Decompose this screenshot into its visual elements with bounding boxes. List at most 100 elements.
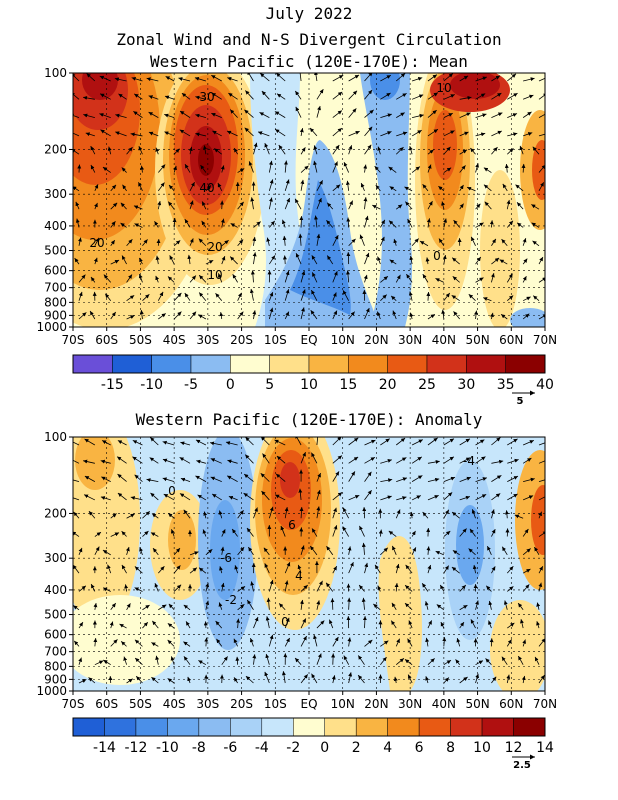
wind-vector: [284, 311, 290, 320]
wind-vector: [84, 438, 96, 446]
y-tick-label: 300: [44, 187, 67, 201]
wind-vector: [506, 199, 511, 210]
anomaly-x-axis: 70S 60S 50S 40S 30S 20S 10S EQ 10N 20N 30N 40N 50N 60…: [62, 691, 557, 711]
wind-vector: [332, 74, 344, 82]
wind-vector: [348, 200, 354, 210]
wind-vector: [395, 73, 406, 82]
wind-vector: [332, 91, 343, 100]
wind-vector: [443, 438, 455, 446]
wind-vector: [396, 477, 408, 482]
wind-vector: [427, 74, 438, 82]
wind-vector: [142, 604, 150, 611]
wind-vector: [73, 459, 80, 464]
wind-vector: [441, 201, 445, 210]
wind-vector: [507, 132, 518, 137]
wind-vector: [155, 255, 160, 265]
mean-contour-label-40: 40: [199, 181, 214, 195]
wind-vector: [388, 220, 397, 228]
wind-vector: [142, 621, 149, 629]
wind-vector: [126, 295, 135, 302]
colorbar-label: 25: [418, 377, 436, 393]
wind-vector: [253, 616, 259, 629]
wind-vector: [348, 145, 353, 155]
wind-vector: [443, 677, 450, 684]
wind-vector: [506, 674, 511, 684]
colorbar-label: -10: [156, 740, 179, 756]
wind-vector: [90, 583, 96, 592]
wind-vector: [73, 92, 80, 100]
wind-vector: [205, 582, 210, 592]
wind-vector: [347, 546, 352, 555]
wind-vector: [230, 222, 238, 228]
wind-vector: [491, 676, 497, 684]
wind-vector: [168, 184, 175, 192]
wind-vector: [380, 275, 389, 283]
colorbar-swatch: [198, 717, 231, 737]
wind-vector: [189, 275, 197, 283]
wind-vector: [435, 278, 444, 283]
anomaly-contour-60n-low: [490, 600, 545, 691]
wind-vector: [393, 238, 398, 246]
wind-vector: [532, 295, 540, 301]
wind-vector: [459, 495, 471, 501]
y-tick-label: 600: [44, 628, 67, 642]
wind-vector: [227, 459, 238, 464]
wind-vector: [196, 459, 207, 464]
wind-vector: [101, 440, 111, 446]
wind-vector: [453, 311, 461, 320]
wind-vector: [155, 147, 160, 155]
wind-vector: [311, 528, 318, 537]
anomaly-contour-40s-core: [168, 510, 196, 570]
wind-vector: [364, 471, 372, 482]
wind-vector: [179, 456, 191, 464]
wind-vector: [425, 676, 429, 684]
wind-vector: [78, 585, 87, 592]
wind-vector: [411, 547, 417, 556]
wind-vector: [314, 73, 318, 82]
wind-vector: [151, 642, 159, 647]
wind-vector: [110, 639, 118, 647]
wind-vector: [231, 528, 238, 537]
wind-vector: [520, 619, 524, 629]
wind-vector: [372, 204, 381, 210]
wind-vector: [491, 130, 503, 137]
wind-vector: [274, 494, 286, 501]
wind-vector: [348, 672, 353, 684]
wind-vector: [468, 293, 476, 301]
colorbar-label: 10: [473, 740, 491, 756]
wind-vector: [491, 112, 503, 118]
wind-vector: [164, 113, 175, 118]
wind-vector: [427, 313, 436, 320]
wind-vector: [316, 620, 325, 629]
wind-vector: [226, 130, 238, 137]
wind-vector: [247, 73, 254, 82]
wind-vector: [266, 597, 271, 610]
wind-vector: [507, 113, 518, 118]
wind-vector: [313, 145, 318, 155]
wind-vector: [507, 475, 519, 482]
wind-vector: [348, 311, 355, 320]
wind-vector: [229, 109, 238, 118]
wind-vector: [162, 458, 175, 464]
wind-vector: [253, 507, 258, 519]
wind-vector: [232, 274, 238, 283]
wind-vector: [189, 238, 194, 246]
wind-vector: [380, 478, 393, 483]
wind-vector: [110, 532, 120, 537]
wind-vector: [538, 531, 545, 537]
wind-vector: [263, 547, 270, 556]
wind-vector: [395, 638, 401, 647]
wind-vector: [299, 128, 304, 136]
wind-vector: [93, 603, 98, 610]
wind-vector: [298, 73, 303, 82]
wind-vector: [343, 161, 350, 173]
wind-vector: [183, 641, 191, 647]
wind-vector: [326, 545, 334, 556]
wind-vector: [375, 184, 381, 192]
wind-vector: [326, 220, 334, 228]
wind-vector: [332, 271, 338, 283]
wind-vector: [73, 113, 80, 118]
wind-vector: [395, 146, 404, 155]
wind-vector: [451, 257, 460, 265]
wind-vector: [406, 273, 413, 283]
